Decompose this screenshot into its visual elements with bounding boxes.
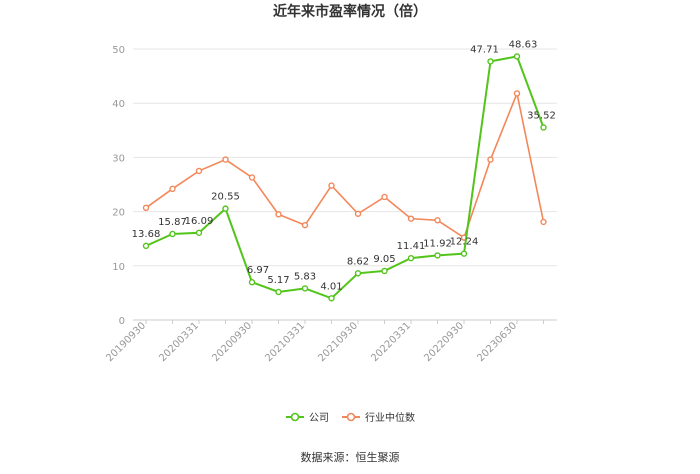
y-tick-label: 10 (112, 262, 125, 273)
grid-lines (133, 48, 557, 321)
data-point (169, 230, 176, 238)
x-tick-label: 20220331 (369, 320, 413, 364)
data-point (407, 254, 415, 262)
data-point (301, 285, 309, 292)
legend-label-1: 行业中位数 (365, 411, 415, 424)
x-tick-label: 20210331 (263, 320, 307, 364)
data-point (354, 270, 362, 277)
data-point (222, 156, 229, 163)
chart-title: 近年来市盈率情况（倍） (273, 3, 427, 20)
legend-marker-0 (290, 412, 300, 422)
data-label: 16.09 (185, 216, 214, 227)
x-tick-label: 20190930 (104, 320, 148, 364)
data-point (275, 288, 282, 296)
data-point (513, 90, 521, 97)
data-point (169, 185, 176, 193)
data-point (142, 204, 150, 212)
source-note: 数据来源：恒生聚源 (301, 450, 400, 464)
x-tick-label: 20210930 (316, 320, 360, 364)
x-tick-label: 20200930 (210, 320, 254, 364)
data-label: 13.68 (132, 229, 161, 240)
data-label: 11.41 (397, 241, 426, 252)
data-point (248, 279, 256, 286)
data-label: 12.24 (450, 237, 479, 248)
y-tick-label: 20 (112, 208, 125, 219)
data-point (513, 53, 521, 60)
data-point (540, 124, 547, 131)
y-tick-label: 50 (112, 45, 125, 56)
data-point (248, 174, 256, 181)
data-point (487, 58, 494, 65)
data-label: 5.17 (267, 275, 289, 286)
y-tick-label: 30 (112, 153, 125, 164)
data-point (381, 193, 388, 201)
data-label: 48.63 (509, 39, 538, 50)
data-point (222, 205, 229, 212)
legend-marker-1 (346, 412, 356, 422)
data-point (487, 156, 494, 163)
data-point (328, 182, 335, 189)
data-point (275, 211, 282, 218)
data-label: 35.52 (527, 110, 556, 121)
series-line-industry-median (145, 90, 545, 239)
x-axis: 20190930 20200331 20200930 20210331 20210930… (104, 320, 544, 364)
x-tick-label: 20220930 (422, 320, 466, 364)
x-tick-label: 20200331 (157, 320, 201, 364)
data-point (407, 215, 415, 222)
data-point (328, 295, 335, 302)
data-point (381, 267, 388, 275)
y-tick-label: 0 (119, 316, 125, 327)
data-point (460, 250, 468, 257)
data-point (354, 210, 362, 217)
data-label: 47.71 (470, 44, 499, 55)
series-line-company (145, 55, 545, 300)
data-label: 15.87 (158, 217, 187, 228)
data-point (434, 252, 441, 259)
legend[interactable]: 公司 行业中位数 (286, 411, 415, 424)
y-axis-ticks: 0 10 20 30 40 50 (112, 45, 125, 327)
data-point (142, 242, 150, 250)
data-label: 5.83 (294, 271, 316, 282)
data-label: 20.55 (211, 192, 240, 203)
y-tick-label: 40 (112, 99, 125, 110)
legend-label-0: 公司 (309, 413, 329, 424)
data-label: 11.92 (423, 238, 452, 249)
data-point (195, 167, 203, 175)
data-label: 9.05 (373, 254, 395, 265)
data-point (195, 229, 203, 236)
data-label: 8.62 (347, 256, 369, 267)
x-tick-label: 20230630 (475, 320, 519, 364)
data-label: 6.97 (247, 265, 269, 276)
data-label: 4.01 (320, 281, 342, 292)
data-point (301, 221, 309, 229)
data-point (434, 217, 441, 224)
data-point (540, 218, 547, 226)
